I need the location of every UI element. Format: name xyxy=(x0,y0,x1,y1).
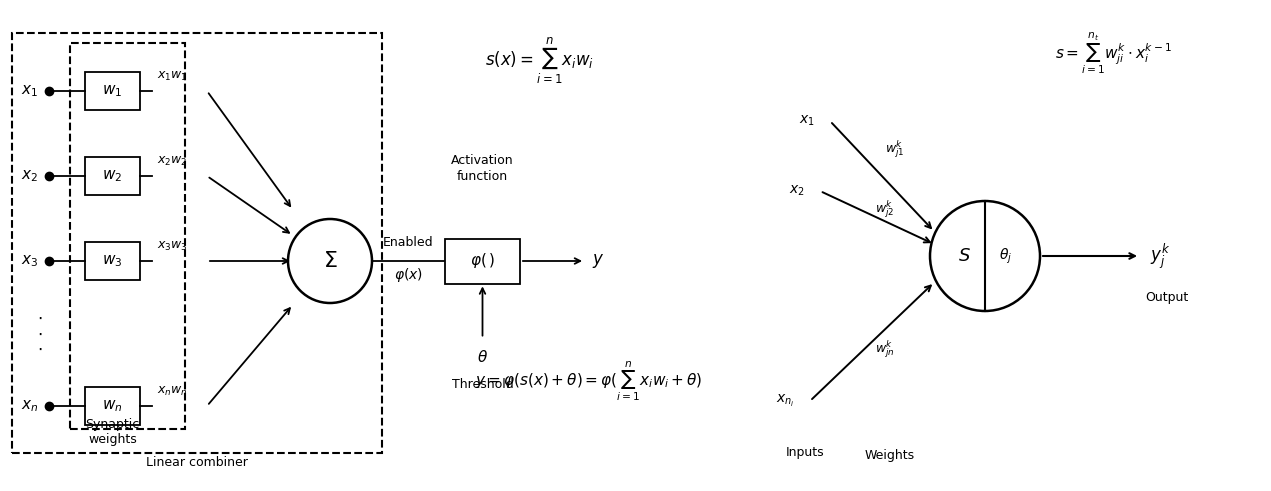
Text: $x_n$: $x_n$ xyxy=(22,398,38,414)
Text: $y=\varphi(s(x)+\theta)=\varphi(\sum_{i=1}^{n}x_iw_i+\theta)$: $y=\varphi(s(x)+\theta)=\varphi(\sum_{i=… xyxy=(475,359,703,403)
Text: $w_1$: $w_1$ xyxy=(103,83,122,99)
Text: Weights: Weights xyxy=(866,449,915,462)
Text: Inputs: Inputs xyxy=(785,446,825,459)
Text: $x_1w_1$: $x_1w_1$ xyxy=(158,70,188,83)
Text: $y$: $y$ xyxy=(592,252,605,270)
Text: $x_1$: $x_1$ xyxy=(799,114,815,128)
Text: $w_{j1}^k$: $w_{j1}^k$ xyxy=(886,138,905,160)
Text: $x_2w_2$: $x_2w_2$ xyxy=(158,155,188,168)
Text: $S$: $S$ xyxy=(957,247,971,265)
Text: $w_2$: $w_2$ xyxy=(103,168,122,184)
Text: $s=\sum_{i=1}^{n_t}w_{ji}^k\cdot x_i^{k-1}$: $s=\sum_{i=1}^{n_t}w_{ji}^k\cdot x_i^{k-… xyxy=(1055,31,1172,76)
Text: $w_n$: $w_n$ xyxy=(102,398,123,414)
Text: $x_2$: $x_2$ xyxy=(789,184,805,198)
Text: $\varphi(\,)$: $\varphi(\,)$ xyxy=(470,251,494,271)
Text: $\theta_j$: $\theta_j$ xyxy=(999,246,1013,266)
Text: $\varphi(x)$: $\varphi(x)$ xyxy=(394,266,423,284)
Text: Threshold: Threshold xyxy=(451,379,513,391)
Text: $\cdot$
$\cdot$
$\cdot$: $\cdot$ $\cdot$ $\cdot$ xyxy=(37,309,43,358)
Text: Enabled: Enabled xyxy=(383,236,433,249)
FancyBboxPatch shape xyxy=(445,239,520,283)
Text: $x_{n_i}$: $x_{n_i}$ xyxy=(777,393,794,409)
FancyBboxPatch shape xyxy=(85,242,140,280)
Text: Linear combiner: Linear combiner xyxy=(146,456,248,469)
Text: $\theta$: $\theta$ xyxy=(477,349,488,364)
Text: Activation
function: Activation function xyxy=(451,155,513,184)
Text: $x_3$: $x_3$ xyxy=(22,253,38,269)
Text: $y_j^k$: $y_j^k$ xyxy=(1150,241,1171,271)
Text: $w_{j2}^k$: $w_{j2}^k$ xyxy=(876,198,895,220)
Text: $w_3$: $w_3$ xyxy=(103,253,123,269)
Text: Synaptic
weights: Synaptic weights xyxy=(85,418,140,446)
Text: Output: Output xyxy=(1145,291,1188,304)
Text: $s(x)=\sum_{i=1}^{n}x_iw_i$: $s(x)=\sum_{i=1}^{n}x_iw_i$ xyxy=(486,36,594,86)
Text: $\Sigma$: $\Sigma$ xyxy=(323,251,337,271)
FancyBboxPatch shape xyxy=(85,157,140,195)
Text: $x_3w_3$: $x_3w_3$ xyxy=(158,240,188,253)
Text: $x_2$: $x_2$ xyxy=(22,168,38,184)
Text: $x_nw_n$: $x_nw_n$ xyxy=(158,385,188,398)
FancyBboxPatch shape xyxy=(85,72,140,110)
Text: $w_{jn}^k$: $w_{jn}^k$ xyxy=(876,338,895,360)
Text: $x_1$: $x_1$ xyxy=(22,83,38,99)
FancyBboxPatch shape xyxy=(85,387,140,425)
